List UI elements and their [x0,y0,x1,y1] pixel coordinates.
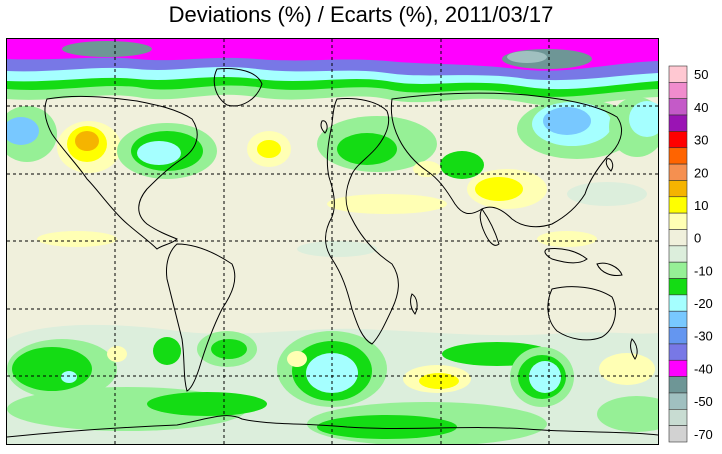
legend-tick-label: -30 [694,329,713,344]
legend-tick-label: -20 [694,296,713,311]
legend-tick-label: -10 [694,263,713,278]
legend-swatch [668,294,688,312]
legend-swatch [668,212,688,230]
legend-tick-label: 20 [694,165,708,180]
legend-swatch [668,180,688,198]
legend-swatch [668,131,688,149]
map-title: Deviations (%) / Ecarts (%), 2011/03/17 [168,2,554,27]
legend-tick-label: -40 [694,361,713,376]
legend-swatch [668,376,688,394]
legend-swatch [668,114,688,132]
legend-swatch [668,327,688,345]
arctic-deviation-bands [7,39,658,106]
legend-tick-label: 0 [694,231,701,246]
northern-anomalies [7,97,658,257]
legend-swatch [668,163,688,181]
legend-swatch [668,196,688,214]
legend-tick-label: 10 [694,198,708,213]
legend-tick-label: 30 [694,133,708,148]
legend-swatch [668,343,688,361]
coastlines [7,68,658,438]
legend-tick-label: -70 [694,427,713,442]
legend-tick-label: -50 [694,394,713,409]
legend-swatch [668,278,688,296]
legend-swatch [668,261,688,279]
legend-swatch [668,65,688,83]
legend-swatch [668,310,688,328]
legend-swatch [668,409,688,426]
legend-swatch [668,245,688,263]
color-legend: 50 40 30 20 10 0 -10 -20 -30 -40 -50 -70 [667,64,722,446]
legend-swatch [668,147,688,165]
legend-tick-label: 50 [694,67,708,82]
legend-tick-label: 40 [694,100,708,115]
legend-swatch [668,392,688,410]
legend-swatch [668,229,688,247]
graticule [7,39,658,444]
deviation-map [6,38,659,445]
legend-swatch [668,425,688,443]
legend-swatch [668,82,688,99]
southern-anomalies [7,324,658,444]
legend-swatch [668,359,688,377]
legend-swatch [668,98,688,116]
